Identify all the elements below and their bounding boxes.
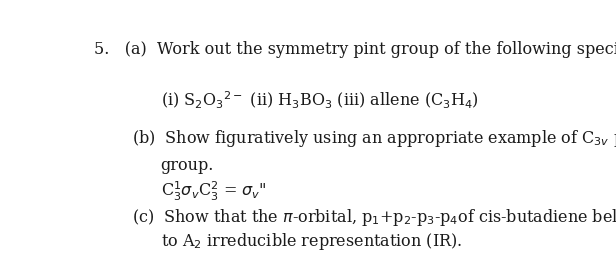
Text: (i) S$_2$O$_3$$^{2-}$ (ii) H$_3$BO$_3$ (iii) allene (C$_3$H$_4$): (i) S$_2$O$_3$$^{2-}$ (ii) H$_3$BO$_3$ (… — [161, 90, 479, 111]
Text: to A$_2$ irreducible representation (IR).: to A$_2$ irreducible representation (IR)… — [161, 231, 462, 252]
Text: C$_3^1\sigma_v$C$_3^2$ = $\sigma_{v}$": C$_3^1\sigma_v$C$_3^2$ = $\sigma_{v}$" — [161, 180, 266, 203]
Text: (b)  Show figuratively using an appropriate example of C$_{3v}$ point: (b) Show figuratively using an appropria… — [132, 128, 616, 149]
Text: group.: group. — [161, 157, 214, 174]
Text: 5.   (a)  Work out the symmetry pint group of the following species.: 5. (a) Work out the symmetry pint group … — [94, 42, 616, 58]
Text: (c)  Show that the $\pi$-orbital, p$_1$+p$_2$-p$_3$-p$_4$of cis-butadiene belong: (c) Show that the $\pi$-orbital, p$_1$+p… — [132, 207, 616, 228]
